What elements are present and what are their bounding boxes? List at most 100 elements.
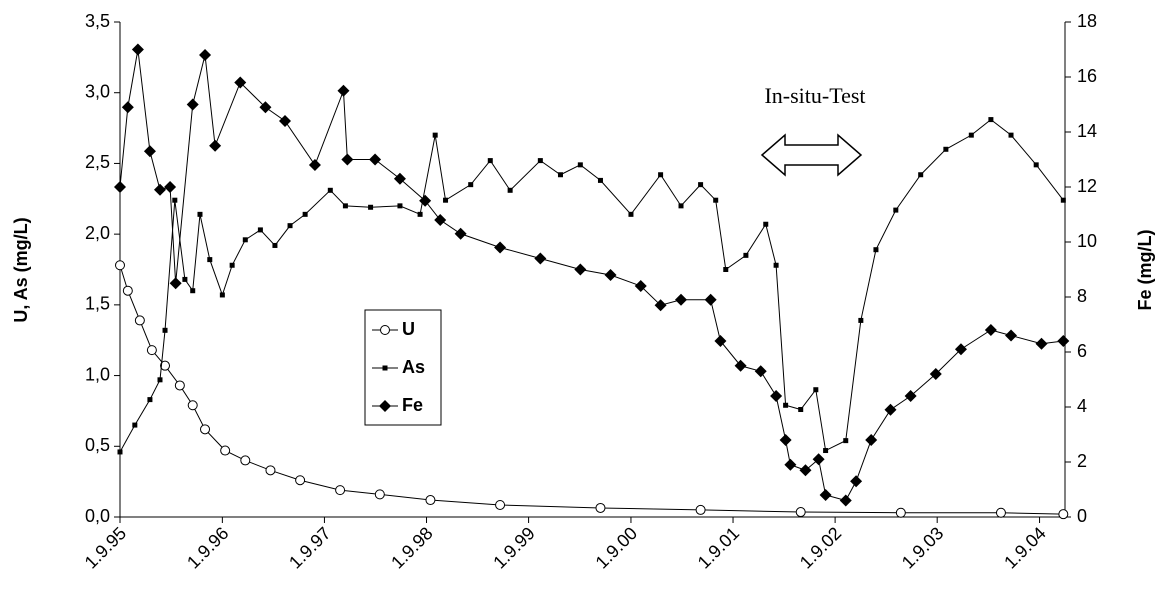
data-point [537, 158, 543, 164]
data-point [743, 252, 749, 258]
data-point [220, 445, 231, 456]
data-point [143, 145, 156, 158]
data-point [117, 449, 123, 455]
data-point [865, 434, 878, 446]
data-point [114, 181, 126, 193]
data-point [279, 115, 292, 127]
x-tick-label: 1.9.98 [387, 523, 437, 573]
y2-tick-label: 12 [1077, 176, 1097, 196]
data-point [988, 117, 994, 123]
data-point [495, 499, 506, 510]
data-point [658, 172, 664, 178]
x-tick-label: 1.9.99 [489, 523, 539, 573]
data-point [858, 317, 864, 323]
data-point [146, 345, 157, 356]
data-point [200, 424, 211, 435]
x-tick-label: 1.9.97 [285, 523, 335, 573]
data-point [468, 182, 474, 188]
data-point [783, 402, 789, 408]
data-point [341, 153, 354, 166]
data-point [199, 49, 212, 61]
data-point [162, 327, 168, 333]
data-point [904, 390, 917, 402]
data-point [895, 507, 906, 518]
data-point [698, 182, 704, 188]
y-tick-label: 1,5 [85, 294, 110, 314]
data-point [487, 158, 493, 164]
data-point [187, 400, 198, 411]
data-point [534, 252, 547, 265]
data-point [207, 257, 213, 263]
data-point [302, 211, 308, 217]
data-point [634, 280, 647, 292]
data-point [714, 335, 727, 347]
y-tick-label: 3,0 [85, 81, 110, 101]
data-point [763, 221, 769, 227]
data-point [995, 507, 1006, 518]
data-point [604, 269, 617, 281]
data-point [229, 262, 235, 268]
y2-tick-label: 14 [1077, 121, 1097, 141]
y2-tick-label: 6 [1077, 341, 1087, 361]
y-tick-label: 2,5 [85, 152, 110, 172]
data-point [574, 263, 587, 276]
data-point [843, 438, 849, 444]
series-line [119, 265, 1064, 515]
y-tick-label: 3,5 [85, 11, 110, 31]
annotation: In-situ-Test [764, 83, 865, 108]
legend-label: Fe [402, 395, 423, 415]
data-point [1008, 132, 1014, 138]
data-point [1035, 337, 1048, 350]
y-tick-label: 1,0 [85, 364, 110, 384]
legend-label: U [402, 319, 415, 339]
data-point [397, 203, 403, 209]
data-point [723, 267, 729, 272]
data-point [342, 203, 348, 209]
data-point [153, 183, 166, 196]
data-point [337, 84, 350, 97]
y-tick-label: 0,0 [85, 506, 110, 526]
y-tick-label: 2,0 [85, 223, 110, 243]
data-point [265, 465, 276, 476]
data-point [873, 247, 879, 253]
data-point [929, 368, 942, 380]
data-point [823, 448, 829, 454]
x-tick-label: 1.9.96 [183, 523, 233, 573]
data-point [197, 211, 203, 217]
data-point [813, 387, 819, 393]
y-tick-label: 0,5 [85, 435, 110, 455]
data-point [1005, 329, 1018, 342]
data-point [308, 159, 321, 171]
y2-tick-label: 8 [1077, 286, 1087, 306]
data-point [174, 380, 185, 391]
data-point [1033, 162, 1039, 168]
data-point [432, 132, 438, 138]
data-point [968, 132, 974, 138]
data-point [819, 489, 832, 501]
legend-marker [380, 325, 390, 335]
data-point [507, 187, 513, 193]
data-point [369, 153, 382, 166]
data-point [454, 227, 467, 240]
data-point [799, 464, 812, 477]
data-point [893, 207, 899, 213]
series-line [119, 49, 1064, 502]
data-point [132, 422, 138, 428]
data-point [839, 494, 852, 507]
data-point [259, 101, 272, 114]
data-point [557, 172, 563, 178]
data-point [368, 204, 374, 210]
data-point [115, 260, 125, 271]
double-arrow [760, 133, 863, 177]
data-point [795, 507, 806, 518]
data-point [287, 223, 293, 229]
x-tick-label: 1.9.95 [81, 523, 131, 573]
data-point [1060, 197, 1066, 203]
data-point [335, 485, 346, 496]
x-tick-label: 1.9.02 [796, 523, 846, 573]
data-point [943, 146, 949, 152]
data-point [327, 187, 333, 193]
data-point [954, 343, 967, 356]
data-point [850, 475, 863, 488]
